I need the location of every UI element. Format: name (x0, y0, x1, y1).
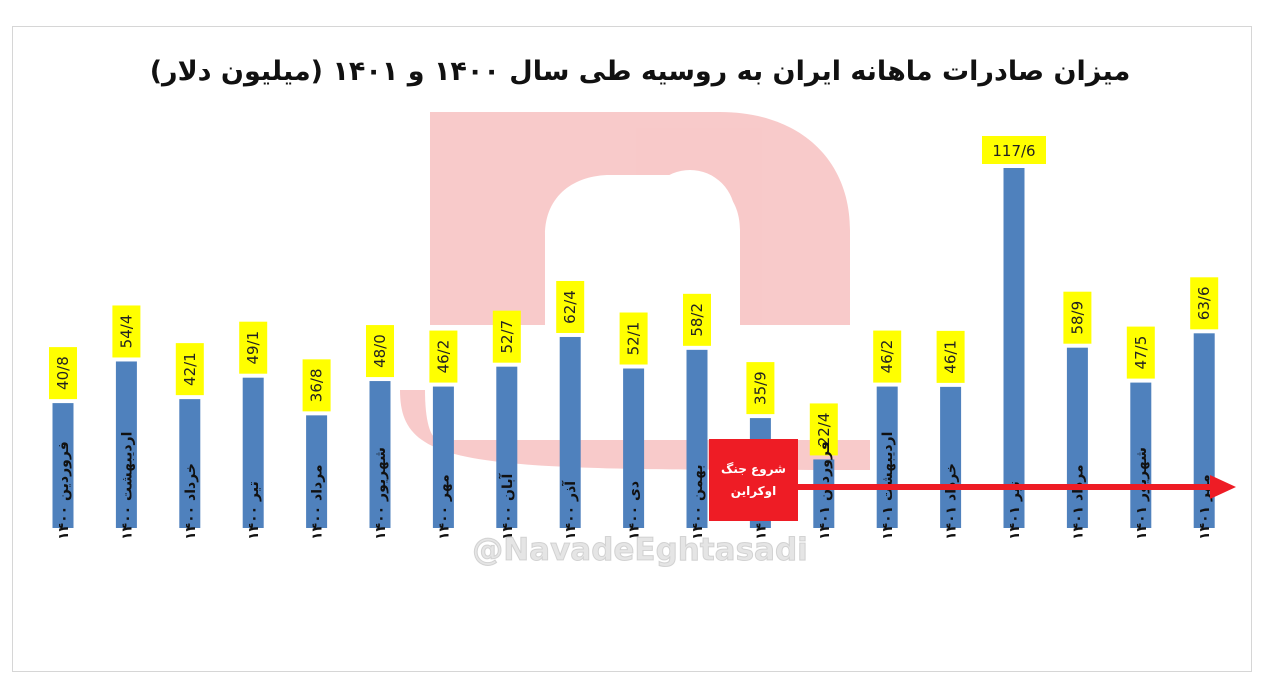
category-label: فروردین ۱۴۰۱ (817, 441, 833, 540)
data-label: 22/4 (809, 403, 838, 456)
data-label: 58/9 (1063, 291, 1092, 344)
data-label: 52/7 (492, 310, 521, 363)
bar (813, 459, 835, 528)
category-label: خرداد ۱۴۰۰ (183, 463, 199, 540)
bar (115, 361, 137, 528)
category-label: مرداد ۱۴۰۰ (310, 464, 326, 540)
data-label: 40/8 (49, 347, 77, 400)
category-label: شهریور ۱۴۰۱ (1134, 447, 1150, 540)
svg-text:42/1: 42/1 (181, 352, 199, 386)
svg-text:36/8: 36/8 (308, 369, 326, 403)
svg-text:63/6: 63/6 (1195, 286, 1213, 320)
data-label: 42/1 (175, 343, 204, 396)
data-label: 58/2 (683, 293, 711, 346)
bar (306, 415, 328, 528)
svg-text:54/4: 54/4 (117, 315, 135, 349)
svg-text:52/1: 52/1 (625, 322, 643, 356)
svg-text:46/2: 46/2 (434, 340, 452, 374)
data-label: 35/9 (746, 362, 775, 415)
svg-text:49/1: 49/1 (244, 331, 262, 365)
watermark-handle: @NavadeEghtasadi (472, 532, 809, 569)
category-label: مرداد ۱۴۰۱ (1070, 464, 1086, 540)
category-label: دی ۱۴۰۰ (627, 481, 643, 540)
chart-title: میزان صادرات ماهانه ایران به روسیه طی سا… (149, 56, 1131, 87)
data-label: 62/4 (556, 280, 585, 333)
svg-text:47/5: 47/5 (1132, 336, 1150, 370)
svg-text:22/4: 22/4 (815, 413, 833, 447)
bar (940, 386, 962, 528)
svg-text:117/6: 117/6 (992, 142, 1035, 160)
category-label: خرداد ۱۴۰۱ (944, 463, 960, 540)
data-label: 117/6 (982, 136, 1046, 164)
svg-text:62/4: 62/4 (561, 290, 579, 324)
bar (686, 349, 708, 528)
data-label: 46/2 (429, 330, 458, 383)
bar (369, 381, 391, 528)
data-label: 49/1 (239, 321, 268, 374)
svg-text:52/7: 52/7 (498, 320, 516, 354)
data-label: 47/5 (1126, 326, 1155, 379)
category-label: شهریور ۱۴۰۰ (373, 447, 389, 540)
svg-text:48/0: 48/0 (371, 334, 389, 368)
data-label: 48/0 (366, 325, 394, 378)
bar (1193, 333, 1215, 528)
data-label: 54/4 (112, 305, 141, 358)
bar (1066, 347, 1088, 528)
ukraine-war-annotation: شروع جنگ اوکراین (709, 439, 798, 521)
ukraine-war-arrow (798, 475, 1236, 499)
bar (496, 366, 518, 528)
bar (242, 377, 264, 528)
category-label: اردیبهشت ۱۴۰۰ (119, 432, 135, 540)
bar (432, 386, 454, 528)
category-label: آبان ۱۴۰۰ (498, 472, 516, 540)
svg-text:46/1: 46/1 (942, 340, 960, 374)
svg-text:58/2: 58/2 (688, 303, 706, 337)
svg-text:46/2: 46/2 (878, 340, 896, 374)
bar (1003, 168, 1025, 528)
bar (623, 368, 645, 528)
category-label: تیر ۱۴۰۱ (1007, 481, 1023, 540)
data-label: 46/1 (936, 330, 965, 383)
svg-text:35/9: 35/9 (751, 371, 769, 405)
bar (559, 336, 581, 528)
bar (1130, 382, 1152, 528)
svg-text:40/8: 40/8 (54, 356, 72, 390)
category-label: فروردین ۱۴۰۰ (56, 441, 72, 540)
data-label: 52/1 (619, 312, 648, 365)
data-label: 63/6 (1190, 277, 1219, 330)
bar (179, 399, 201, 528)
annotation-line1: شروع جنگ (721, 462, 786, 476)
data-label: 46/2 (873, 330, 902, 383)
category-label: مهر ۱۴۰۱ (1197, 474, 1213, 540)
category-label: بهمن ۱۴۰۰ (690, 464, 706, 540)
bar (876, 386, 898, 528)
category-label: تیر ۱۴۰۰ (246, 481, 262, 540)
category-label: آذر ۱۴۰۰ (561, 480, 579, 540)
bar (52, 403, 74, 528)
annotation-line2: اوکراین (730, 484, 777, 498)
category-label: مهر ۱۴۰۰ (436, 474, 452, 540)
svg-text:58/9: 58/9 (1068, 301, 1086, 335)
data-label: 36/8 (302, 359, 331, 412)
